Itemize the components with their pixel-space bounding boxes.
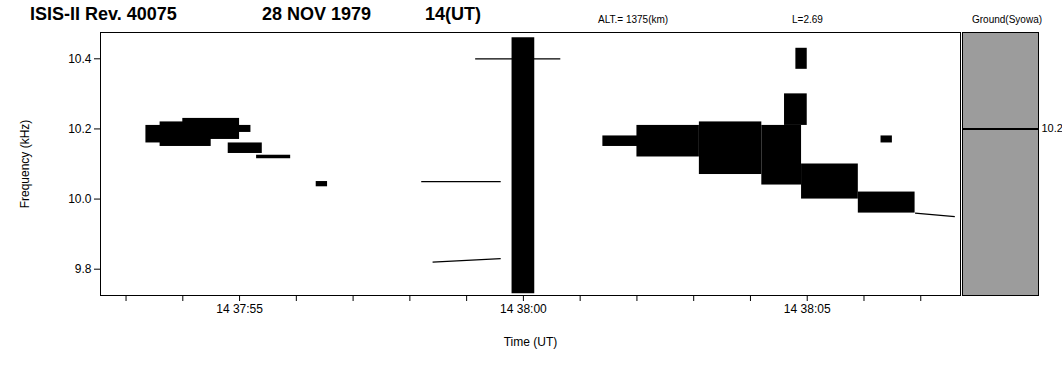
svg-text:10.2: 10.2: [68, 122, 92, 136]
html-text:Ground(Syowa): Ground(Syowa): [972, 14, 1042, 25]
svg-text:10.2: 10.2: [1042, 122, 1062, 134]
svg-text:10.4: 10.4: [68, 52, 92, 66]
svg-text:14 38:05: 14 38:05: [784, 302, 831, 316]
svg-text:Time (UT): Time (UT): [504, 335, 558, 349]
svg-text:14 38:00: 14 38:00: [500, 302, 547, 316]
svg-text:9.8: 9.8: [75, 262, 92, 276]
svg-text:14 37:55: 14 37:55: [216, 302, 263, 316]
html-text:L=2.69: L=2.69: [792, 14, 823, 25]
html-text:ISIS-II Rev. 40075: ISIS-II Rev. 40075: [30, 4, 177, 24]
svg-text:Frequency (kHz): Frequency (kHz): [18, 120, 32, 209]
html-text:28 NOV 1979: 28 NOV 1979: [262, 4, 372, 24]
html-text:ALT.= 1375(km): ALT.= 1375(km): [598, 14, 669, 25]
html-text:14(UT): 14(UT): [425, 4, 481, 24]
svg-text:10.0: 10.0: [68, 192, 92, 206]
